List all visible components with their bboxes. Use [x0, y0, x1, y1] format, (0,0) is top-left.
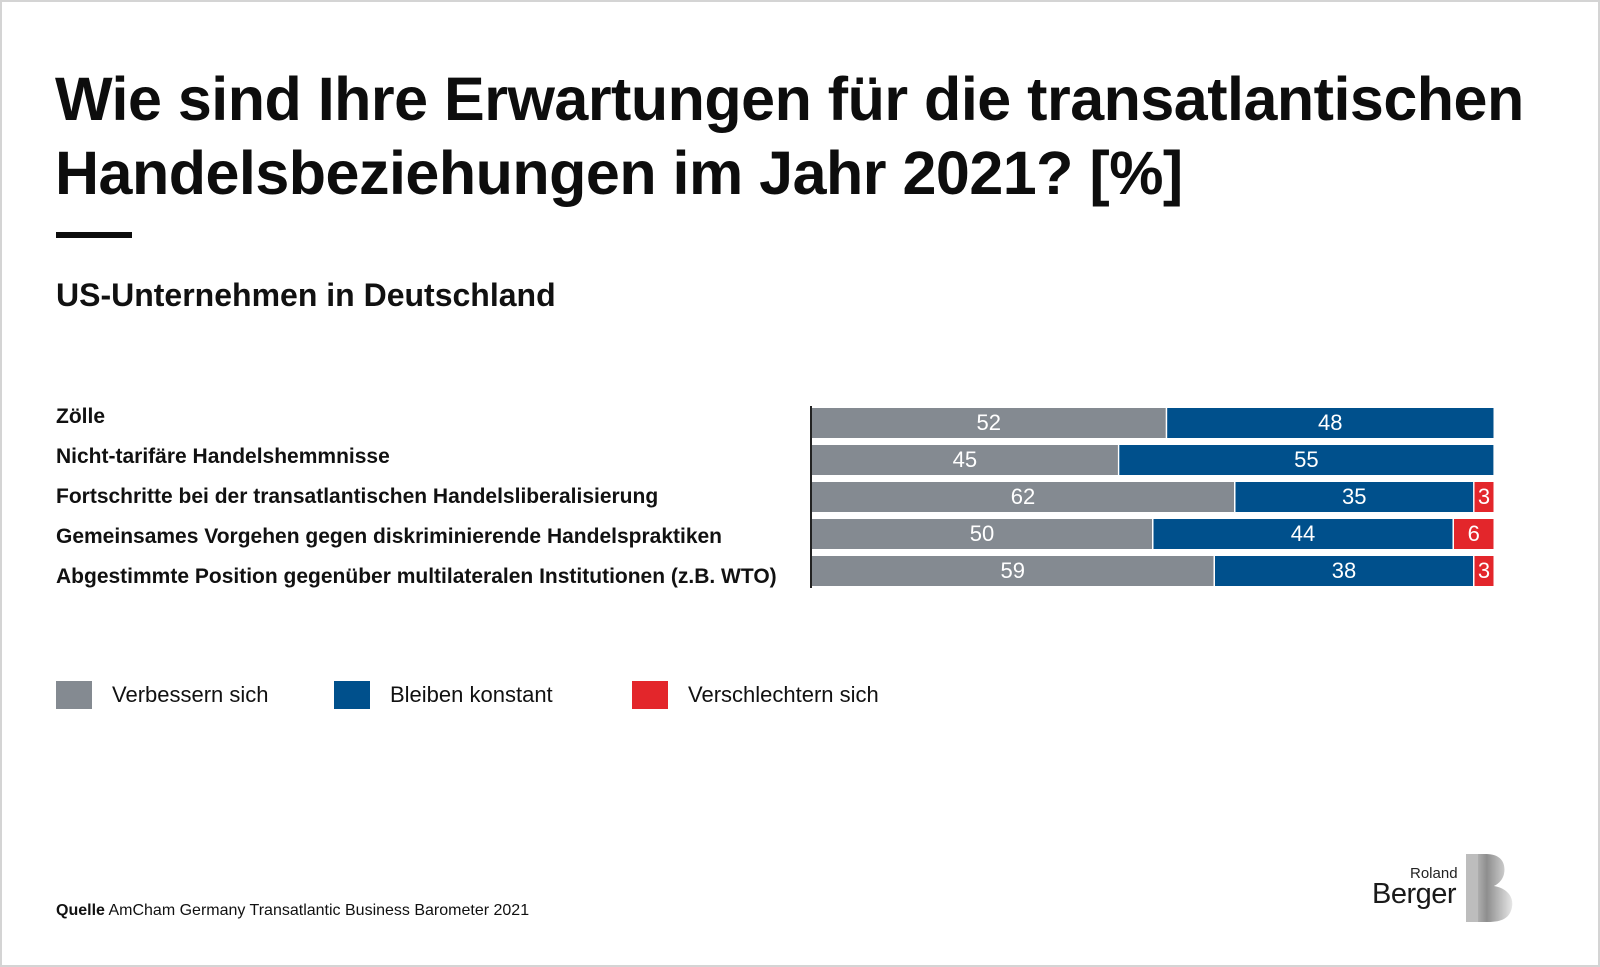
bar-segment-improve	[812, 408, 1166, 438]
title-underline	[56, 232, 132, 238]
legend-label-improve: Verbessern sich	[112, 682, 269, 707]
legend-swatch-worsen	[632, 681, 668, 709]
logo-text-berger: Berger	[1372, 878, 1457, 910]
bar-segment-constant	[1167, 408, 1494, 438]
bar-segment-improve	[812, 519, 1152, 549]
bar-value-label: 59	[1000, 558, 1024, 583]
bar-value-label: 44	[1291, 521, 1315, 546]
category-label: Fortschritte bei der transatlantischen H…	[56, 485, 659, 508]
bar-value-label: 50	[970, 521, 994, 546]
roland-berger-logo: Roland Berger	[1370, 850, 1520, 926]
category-label: Nicht-tarifäre Handelshemmnisse	[56, 445, 390, 468]
bar-segment-worsen	[1474, 482, 1494, 512]
bar-segment-worsen	[1474, 556, 1494, 586]
bar-value-label: 35	[1342, 484, 1366, 509]
bar-segment-constant	[1153, 519, 1453, 549]
source-label: Quelle	[56, 902, 105, 919]
source-note: Quelle AmCham Germany Transatlantic Busi…	[56, 902, 529, 920]
bar-segment-constant	[1235, 482, 1474, 512]
bar-value-label: 48	[1318, 410, 1342, 435]
bar-segment-improve	[812, 445, 1118, 475]
category-label: Abgestimmte Position gegenüber multilate…	[56, 565, 777, 588]
bar-value-label: 45	[953, 447, 977, 472]
logo-text-roland: Roland	[1410, 865, 1458, 882]
category-label: Zölle	[56, 405, 106, 428]
bar-value-label: 55	[1294, 447, 1318, 472]
legend-swatch-improve	[56, 681, 92, 709]
bar-segment-constant	[1119, 445, 1494, 475]
chart-subtitle: US-Unternehmen in Deutschland	[56, 277, 556, 313]
bar-value-label: 3	[1478, 558, 1490, 583]
bar-value-label: 6	[1468, 521, 1480, 546]
category-label: Gemeinsames Vorgehen gegen diskriminiere…	[56, 525, 723, 548]
roland-berger-b-logo-icon	[1466, 854, 1513, 922]
bar-value-label: 52	[977, 410, 1001, 435]
bar-segment-worsen	[1454, 519, 1494, 549]
legend-label-constant: Bleiben konstant	[390, 682, 553, 707]
bar-segment-improve	[812, 482, 1234, 512]
bar-segment-constant	[1215, 556, 1473, 586]
bar-value-label: 62	[1011, 484, 1035, 509]
bar-value-label: 3	[1478, 484, 1490, 509]
bar-value-label: 38	[1332, 558, 1356, 583]
legend-swatch-constant	[334, 681, 370, 709]
chart-title: Wie sind Ihre Erwartungen für die transa…	[55, 65, 1524, 207]
legend-label-worsen: Verschlechtern sich	[688, 682, 879, 707]
source-text: AmCham Germany Transatlantic Business Ba…	[108, 902, 530, 919]
bar-segment-improve	[812, 556, 1214, 586]
